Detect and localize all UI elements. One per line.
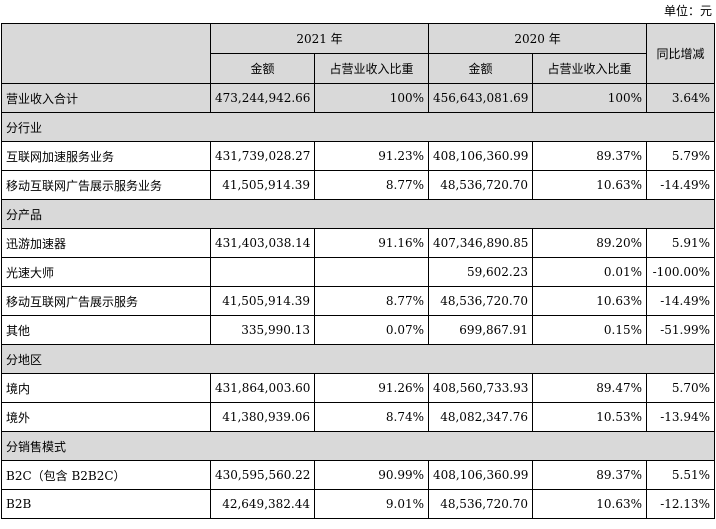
- section-row: 分产品: [0, 199, 716, 229]
- ratio-2021-cell: 0.07%: [313, 315, 430, 345]
- row-label: B2B: [1, 489, 211, 519]
- amount-2020-cell: 48,536,720.70: [428, 489, 534, 519]
- ratio-2020-cell: 0.15%: [532, 315, 648, 345]
- section-row: 分行业: [0, 112, 716, 142]
- ratio-2020-cell: 89.20%: [532, 228, 648, 258]
- header-ratio-2021: 占营业收入比重: [313, 53, 430, 84]
- header-year-2021: 2021 年: [209, 23, 430, 54]
- ratio-2021-cell: 8.77%: [313, 286, 430, 316]
- table-row: 迅游加速器 431,403,038.14 91.16% 407,346,890.85 8…: [1, 228, 716, 258]
- section-label: 分销售模式: [0, 431, 716, 461]
- ratio-2020-cell: 10.63%: [532, 489, 648, 519]
- ratio-2021-cell: 90.99%: [313, 460, 430, 490]
- amount-2021-cell: 430,595,560.22: [210, 460, 315, 490]
- ratio-2020-cell: 10.53%: [532, 402, 648, 432]
- header-ratio-2020: 占营业收入比重: [532, 53, 648, 84]
- table-row: 其他 335,990.13 0.07% 699,867.91 0.15% -51.99%: [1, 315, 716, 345]
- table-row: 移动互联网广告展示服务 41,505,914.39 8.77% 48,536,720.…: [1, 286, 716, 316]
- yoy-cell: 5.79%: [646, 141, 716, 171]
- row-label: 互联网加速服务业务: [1, 141, 211, 171]
- ratio-2021-cell: 91.23%: [313, 141, 430, 171]
- amount-2020-cell: 48,082,347.76: [428, 402, 534, 432]
- row-label: 境外: [1, 402, 211, 432]
- table-row: 境内 431,864,003.60 91.26% 408,560,733.93 89.4…: [1, 373, 716, 403]
- header-yoy: 同比增减: [646, 23, 716, 84]
- row-label: 移动互联网广告展示服务业务: [1, 170, 211, 200]
- amount-2021-cell: [210, 257, 315, 287]
- section-label: 分行业: [0, 112, 716, 142]
- ratio-2021-cell: [313, 257, 430, 287]
- table-row: 光速大师 59,602.23 0.01% -100.00%: [1, 257, 716, 287]
- row-label: 光速大师: [1, 257, 211, 287]
- section-label: 分地区: [0, 344, 716, 374]
- ratio-2021-cell: 91.26%: [313, 373, 430, 403]
- ratio-2020-cell: 89.37%: [532, 141, 648, 171]
- row-label: 其他: [1, 315, 211, 345]
- amount-2021-cell: 473,244,942.66: [210, 83, 315, 113]
- amount-2021-cell: 335,990.13: [210, 315, 315, 345]
- yoy-cell: 5.70%: [646, 373, 716, 403]
- amount-2020-cell: 699,867.91: [428, 315, 534, 345]
- section-label: 分产品: [0, 199, 716, 229]
- ratio-2021-cell: 91.16%: [313, 228, 430, 258]
- ratio-2021-cell: 8.77%: [313, 170, 430, 200]
- yoy-cell: -14.49%: [646, 170, 716, 200]
- amount-2021-cell: 41,505,914.39: [210, 170, 315, 200]
- ratio-2021-cell: 100%: [313, 83, 430, 113]
- amount-2021-cell: 42,649,382.44: [210, 489, 315, 519]
- yoy-cell: -14.49%: [646, 286, 716, 316]
- revenue-table: 2021 年 2020 年 同比增减 金额 占营业收入比重 金额 占营业收入比重…: [0, 23, 716, 519]
- header-amount-2021: 金额: [210, 53, 315, 84]
- yoy-cell: 5.91%: [646, 228, 716, 258]
- ratio-2020-cell: 100%: [532, 83, 648, 113]
- header-year-2020: 2020 年: [428, 23, 648, 54]
- row-label: B2C（包含 B2B2C）: [1, 460, 211, 490]
- amount-2020-cell: 408,560,733.93: [428, 373, 534, 403]
- amount-2020-cell: 48,536,720.70: [428, 286, 534, 316]
- ratio-2021-cell: 8.74%: [313, 402, 430, 432]
- table-row: 互联网加速服务业务 431,739,028.27 91.23% 408,106,360…: [1, 141, 716, 171]
- table-row: 移动互联网广告展示服务业务 41,505,914.39 8.77% 48,536,72…: [1, 170, 716, 200]
- row-label: 营业收入合计: [1, 83, 211, 113]
- section-row: 分地区: [0, 344, 716, 374]
- ratio-2020-cell: 10.63%: [532, 170, 648, 200]
- amount-2021-cell: 431,739,028.27: [210, 141, 315, 171]
- table-row: B2C（包含 B2B2C） 430,595,560.22 90.99% 408,106…: [1, 460, 716, 490]
- amount-2020-cell: 407,346,890.85: [428, 228, 534, 258]
- yoy-cell: -51.99%: [646, 315, 716, 345]
- total-row: 营业收入合计 473,244,942.66 100% 456,643,081.69 10…: [1, 83, 716, 113]
- ratio-2020-cell: 89.47%: [532, 373, 648, 403]
- ratio-2021-cell: 9.01%: [313, 489, 430, 519]
- amount-2021-cell: 41,505,914.39: [210, 286, 315, 316]
- table-body: 营业收入合计 473,244,942.66 100% 456,643,081.69 10…: [0, 83, 716, 519]
- yoy-cell: -100.00%: [646, 257, 716, 287]
- amount-2021-cell: 431,864,003.60: [210, 373, 315, 403]
- section-row: 分销售模式: [0, 431, 716, 461]
- yoy-cell: 3.64%: [646, 83, 716, 113]
- amount-2020-cell: 408,106,360.99: [428, 141, 534, 171]
- row-label: 移动互联网广告展示服务: [1, 286, 211, 316]
- amount-2020-cell: 48,536,720.70: [428, 170, 534, 200]
- header-amount-2020: 金额: [428, 53, 534, 84]
- ratio-2020-cell: 89.37%: [532, 460, 648, 490]
- yoy-cell: 5.51%: [646, 460, 716, 490]
- yoy-cell: -12.13%: [646, 489, 716, 519]
- yoy-cell: -13.94%: [646, 402, 716, 432]
- amount-2021-cell: 431,403,038.14: [210, 228, 315, 258]
- table-row: B2B 42,649,382.44 9.01% 48,536,720.70 10.63%…: [1, 489, 716, 519]
- row-label: 迅游加速器: [1, 228, 211, 258]
- header-blank: [1, 23, 211, 84]
- amount-2020-cell: 408,106,360.99: [428, 460, 534, 490]
- ratio-2020-cell: 0.01%: [532, 257, 648, 287]
- unit-label: 单位：元: [663, 4, 712, 18]
- ratio-2020-cell: 10.63%: [532, 286, 648, 316]
- amount-2021-cell: 41,380,939.06: [210, 402, 315, 432]
- amount-2020-cell: 456,643,081.69: [428, 83, 534, 113]
- row-label: 境内: [1, 373, 211, 403]
- amount-2020-cell: 59,602.23: [428, 257, 534, 287]
- table-row: 境外 41,380,939.06 8.74% 48,082,347.76 10.53% -…: [1, 402, 716, 432]
